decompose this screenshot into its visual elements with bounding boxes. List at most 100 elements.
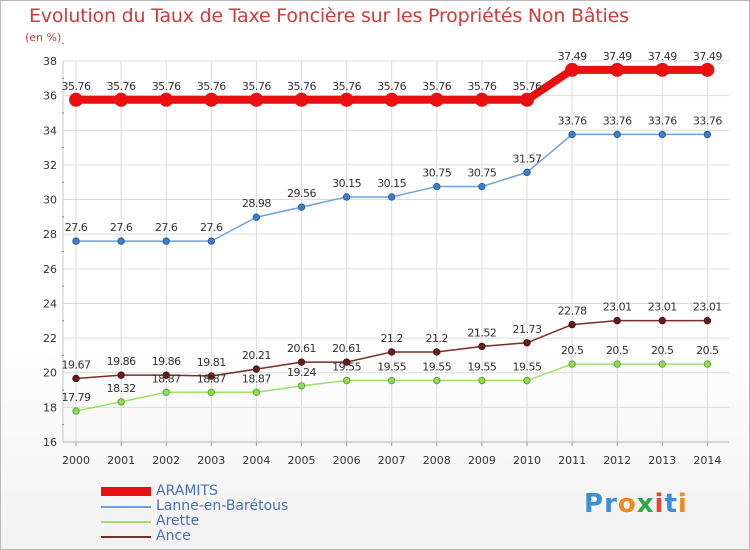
data-point xyxy=(703,316,712,325)
data-point xyxy=(568,320,576,329)
data-label: 19.67 xyxy=(62,358,91,371)
logo-letter: x xyxy=(636,489,655,519)
data-point xyxy=(523,376,531,385)
data-label: 35.76 xyxy=(377,80,406,93)
logo-letter: r xyxy=(604,489,618,519)
data-point xyxy=(478,342,486,351)
data-label: 35.76 xyxy=(197,80,226,93)
data-label: 30.15 xyxy=(377,177,406,190)
x-tick-label: 2002 xyxy=(152,454,180,467)
y-tick-label: 20 xyxy=(43,367,57,380)
y-tick-label: 36 xyxy=(43,90,57,103)
data-label: 33.76 xyxy=(558,114,587,127)
logo-letter: i xyxy=(654,489,665,519)
data-point xyxy=(384,92,399,107)
data-point xyxy=(339,92,354,107)
data-point xyxy=(433,376,441,385)
data-label: 33.76 xyxy=(648,114,677,127)
data-point xyxy=(72,374,80,383)
data-label: 22.78 xyxy=(558,305,587,318)
data-label: 18.87 xyxy=(242,372,271,385)
data-label: 19.55 xyxy=(513,361,542,374)
data-label: 18.32 xyxy=(107,382,136,395)
data-point xyxy=(342,193,351,201)
data-label: 23.01 xyxy=(648,301,677,314)
proxiti-logo: Proxiti xyxy=(584,489,688,519)
data-point xyxy=(297,203,306,211)
data-point xyxy=(162,388,170,396)
data-point xyxy=(114,92,129,107)
data-point xyxy=(388,376,396,385)
y-tick-label: 28 xyxy=(43,228,57,241)
data-label: 20.5 xyxy=(561,344,584,357)
x-tick-label: 2005 xyxy=(288,454,316,467)
x-tick-label: 2013 xyxy=(648,454,676,467)
data-label: 21.2 xyxy=(426,332,449,345)
data-label: 28.98 xyxy=(242,197,271,210)
logo-letter: i xyxy=(677,489,688,519)
x-tick-label: 2009 xyxy=(468,454,496,467)
data-label: 35.76 xyxy=(467,80,496,93)
data-point xyxy=(523,339,531,347)
data-label: 27.6 xyxy=(110,221,133,234)
x-tick-label: 2004 xyxy=(242,454,270,467)
data-point xyxy=(610,62,625,77)
data-point xyxy=(162,371,170,379)
data-point xyxy=(433,348,441,356)
data-point xyxy=(474,92,489,107)
data-label: 23.01 xyxy=(603,301,632,314)
legend-swatch xyxy=(101,521,151,523)
y-tick-label: 38 xyxy=(43,55,57,68)
data-point xyxy=(429,92,444,107)
logo-letter: P xyxy=(584,489,605,519)
data-label: 19.24 xyxy=(287,366,316,379)
logo-letter: o xyxy=(617,489,637,519)
y-tick-label: 30 xyxy=(43,194,57,207)
data-label: 19.55 xyxy=(467,361,496,374)
data-point xyxy=(658,130,666,139)
data-point xyxy=(342,376,351,385)
data-label: 35.76 xyxy=(287,80,316,93)
data-point xyxy=(613,316,621,325)
data-label: 27.6 xyxy=(200,221,223,234)
data-point xyxy=(568,360,576,368)
data-point xyxy=(700,62,715,77)
data-point xyxy=(207,388,216,396)
data-label: 21.73 xyxy=(513,323,542,336)
data-label: 33.76 xyxy=(693,114,722,127)
data-label: 19.55 xyxy=(377,361,406,374)
data-label: 35.76 xyxy=(422,80,451,93)
x-tick-label: 2000 xyxy=(62,454,90,467)
y-tick-label: 18 xyxy=(43,401,57,414)
x-tick-label: 2010 xyxy=(513,454,541,467)
data-point xyxy=(117,237,125,245)
data-point xyxy=(613,360,621,368)
data-point xyxy=(162,237,170,245)
y-tick-label: 16 xyxy=(43,436,57,449)
logo-letter: t xyxy=(664,489,678,519)
chart-title: Evolution du Taux de Taxe Foncière sur l… xyxy=(29,5,629,27)
data-label: 17.79 xyxy=(62,391,91,404)
data-point xyxy=(658,360,666,368)
data-label: 27.6 xyxy=(65,221,88,234)
data-label: 19.81 xyxy=(197,356,226,369)
data-point xyxy=(565,62,580,77)
data-label: 21.2 xyxy=(380,332,403,345)
data-point xyxy=(72,407,80,415)
data-point xyxy=(252,213,261,221)
y-tick-label: 26 xyxy=(43,263,57,276)
data-label: 37.49 xyxy=(558,50,587,63)
data-point xyxy=(249,92,264,107)
x-tick-label: 2006 xyxy=(333,454,361,467)
data-point xyxy=(207,237,216,245)
data-label: 29.56 xyxy=(287,187,316,200)
data-point xyxy=(69,92,83,107)
data-point xyxy=(478,376,486,385)
data-label: 35.76 xyxy=(62,80,91,93)
data-label: 19.86 xyxy=(107,355,136,368)
data-label: 30.75 xyxy=(422,167,451,180)
data-point xyxy=(703,130,712,139)
data-point xyxy=(342,358,351,366)
x-tick-label: 2012 xyxy=(603,454,631,467)
